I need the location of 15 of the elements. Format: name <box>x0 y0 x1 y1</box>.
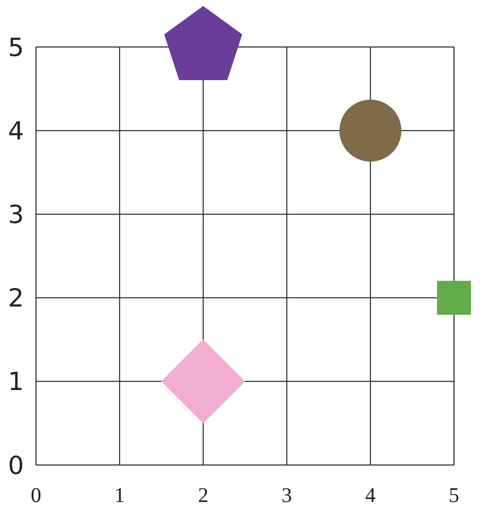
point <box>161 339 246 424</box>
point <box>164 6 242 80</box>
x-tick-label: 1 <box>114 483 125 507</box>
y-tick-label: 4 <box>8 116 24 146</box>
x-tick-label: 4 <box>365 483 376 507</box>
y-tick-label: 3 <box>8 200 24 229</box>
y-tick-label: 5 <box>8 32 24 62</box>
point <box>437 280 471 315</box>
y-tick-label: 1 <box>8 367 24 396</box>
x-tick-label: 0 <box>30 483 42 507</box>
y-tick-label: 2 <box>8 284 24 313</box>
x-tick-label: 5 <box>448 483 460 507</box>
y-tick-label: 0 <box>8 450 24 480</box>
x-tick-label: 3 <box>282 483 292 507</box>
x-tick-label: 2 <box>198 483 208 507</box>
